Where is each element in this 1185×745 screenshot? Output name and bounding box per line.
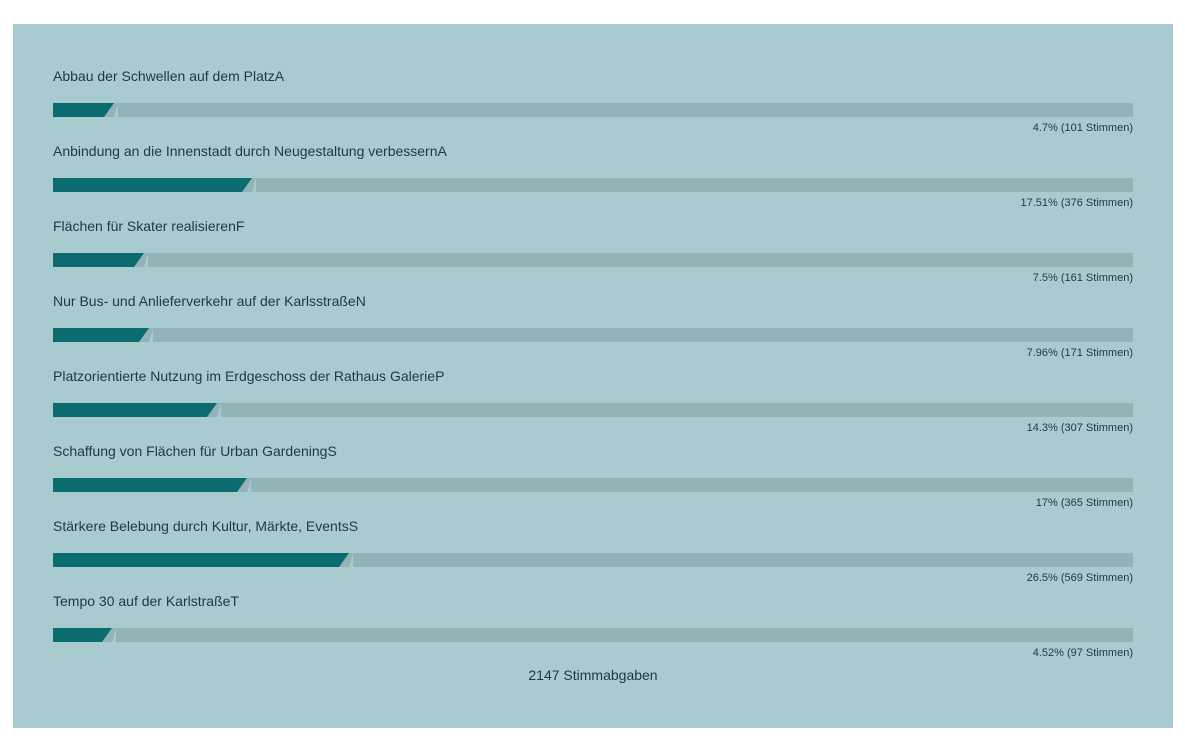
poll-option-label: Abbau der Schwellen auf dem PlatzA: [53, 68, 285, 84]
total-votes: 2147 Stimmabgaben: [528, 667, 658, 683]
poll-option: Tempo 30 auf der KarlstraßeT 4.52% (97 St…: [53, 549, 1133, 659]
poll-option-bar-fill: [53, 178, 242, 192]
poll-option-bar-gap: [114, 103, 118, 117]
poll-option: Nur Bus- und Anlieferverkehr auf der Kar…: [53, 249, 1133, 359]
poll-option-label: Anbindung an die Innenstadt durch Neuges…: [53, 143, 447, 159]
poll-option-bar-gap: [112, 628, 116, 642]
poll-option: Schaffung von Flächen für Urban Gardenin…: [53, 399, 1133, 509]
poll-option-label: Platzorientierte Nutzung im Erdgeschoss …: [53, 368, 445, 384]
poll-option-bar-tip: [139, 328, 149, 342]
poll-option-bar-fill: [53, 253, 134, 267]
poll-option-bar-gap: [252, 178, 256, 192]
poll-option-label: Schaffung von Flächen für Urban Gardenin…: [53, 443, 337, 459]
poll-option-bar-track: [53, 478, 1133, 492]
poll-option-label: Flächen für Skater realisierenF: [53, 218, 245, 234]
poll-option-bar-tip: [134, 253, 144, 267]
poll-option-bar-tip: [237, 478, 247, 492]
poll-option-bar-fill: [53, 553, 339, 567]
poll-option-bar-gap: [144, 253, 148, 267]
poll-option-result: 4.7% (101 Stimmen): [1032, 122, 1133, 134]
poll-option-bar-fill: [53, 478, 237, 492]
poll-results-panel: Abbau der Schwellen auf dem PlatzA 4.7% (…: [13, 24, 1173, 728]
poll-option-bar-track: [53, 103, 1133, 117]
poll-option-bar-track: [53, 403, 1133, 417]
poll-option-label: Nur Bus- und Anlieferverkehr auf der Kar…: [53, 293, 366, 309]
poll-option-bar-gap: [349, 553, 353, 567]
poll-option-result: 14.3% (307 Stimmen): [1026, 422, 1133, 434]
poll-option: Stärkere Belebung durch Kultur, Märkte, …: [53, 474, 1133, 584]
poll-option-result: 17% (365 Stimmen): [1035, 497, 1133, 509]
poll-option-bar-track: [53, 253, 1133, 267]
poll-option-bar-gap: [149, 328, 153, 342]
poll-option-bar-fill: [53, 628, 102, 642]
poll-option-result: 17.51% (376 Stimmen): [1020, 197, 1134, 209]
poll-option-bar-gap: [217, 403, 221, 417]
poll-option-bar-gap: [247, 478, 251, 492]
poll-option: Flächen für Skater realisierenF 7.5% (161…: [53, 174, 1133, 284]
poll-option-result: 7.5% (161 Stimmen): [1032, 272, 1133, 284]
poll-option-bar-fill: [53, 328, 139, 342]
poll-option-bar-tip: [207, 403, 217, 417]
poll-option-result: 7.96% (171 Stimmen): [1026, 347, 1133, 359]
poll-option-bar-track: [53, 328, 1133, 342]
poll-option-label: Tempo 30 auf der KarlstraßeT: [53, 593, 239, 609]
poll-option-bar-fill: [53, 103, 104, 117]
poll-option-bar-tip: [102, 628, 112, 642]
poll-option-label: Stärkere Belebung durch Kultur, Märkte, …: [53, 518, 359, 534]
poll-option: Abbau der Schwellen auf dem PlatzA 4.7% (…: [53, 24, 1133, 134]
poll-option-bar-tip: [339, 553, 349, 567]
poll-option-bar-track: [53, 628, 1133, 642]
poll-option-result: 4.52% (97 Stimmen): [1032, 647, 1133, 659]
poll-option-bar-tip: [104, 103, 114, 117]
poll-option-bar-track: [53, 553, 1133, 567]
poll-option-bar-track: [53, 178, 1133, 192]
poll-option-bar-tip: [242, 178, 252, 192]
poll-option-bar-fill: [53, 403, 207, 417]
poll-option-result: 26.5% (569 Stimmen): [1026, 572, 1133, 584]
poll-option: Anbindung an die Innenstadt durch Neuges…: [53, 99, 1133, 209]
poll-option: Platzorientierte Nutzung im Erdgeschoss …: [53, 324, 1133, 434]
